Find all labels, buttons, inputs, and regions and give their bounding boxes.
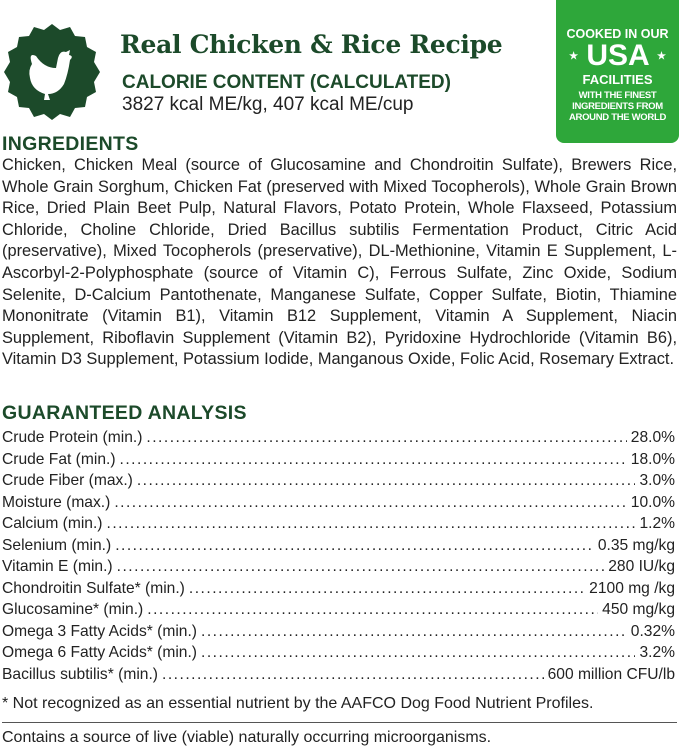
dot-leader [147, 599, 598, 621]
analysis-row: Selenium (min.) 0.35 mg/kg [2, 535, 675, 557]
analysis-label: Chondroitin Sulfate* (min.) [2, 579, 185, 597]
usa-badge: COOKED IN OUR ★ USA ★ FACILITIES WITH TH… [556, 0, 679, 143]
analysis-value: 1.2% [639, 515, 675, 532]
analysis-label: Glucosamine* (min.) [2, 601, 144, 618]
ingredients-heading: INGREDIENTS [2, 133, 139, 155]
dot-leader [137, 470, 636, 492]
star-icon: ★ [656, 51, 666, 63]
analysis-row: Crude Fat (min.) 18.0% [2, 449, 675, 471]
analysis-row: Calcium (min.) 1.2% [2, 513, 675, 535]
dot-leader [114, 492, 626, 514]
dot-leader [162, 664, 544, 686]
analysis-label: Bacillus subtilis* (min.) [2, 665, 158, 683]
star-icon: ★ [569, 51, 579, 63]
calorie-value: 3827 kcal ME/kg, 407 kcal ME/cup [122, 94, 414, 115]
calorie-heading: CALORIE CONTENT (CALCULATED) [122, 72, 451, 93]
ingredients-text: Chicken, Chicken Meal (source of Glucosa… [2, 156, 677, 369]
analysis-value: 450 mg/kg [602, 601, 675, 618]
analysis-heading: GUARANTEED ANALYSIS [2, 402, 247, 424]
dot-leader [201, 621, 627, 643]
analysis-label: Vitamin E (min.) [2, 558, 113, 575]
dot-leader [117, 556, 605, 578]
footnote: * Not recognized as an essential nutrien… [2, 695, 594, 712]
analysis-value: 3.0% [639, 472, 675, 489]
badge-line3: FACILITIES [582, 72, 653, 88]
analysis-value: 0.35 mg/kg [597, 536, 675, 554]
analysis-label: Calcium (min.) [2, 515, 103, 532]
analysis-value: 2100 mg /kg [589, 579, 675, 597]
analysis-label: Omega 6 Fatty Acids* (min.) [2, 644, 197, 661]
live-note: Contains a source of live (viable) natur… [2, 729, 492, 746]
dot-leader [115, 535, 594, 557]
analysis-label: Moisture (max.) [2, 493, 111, 511]
dot-leader [120, 449, 627, 471]
analysis-label: Omega 3 Fatty Acids* (min.) [2, 622, 197, 640]
analysis-value: 28.0% [630, 429, 675, 446]
dot-leader [146, 427, 626, 449]
dot-leader [107, 513, 636, 535]
analysis-value: 280 IU/kg [608, 558, 675, 575]
analysis-row: Crude Protein (min.) 28.0% [2, 427, 675, 449]
dot-leader [189, 578, 585, 600]
recipe-title: Real Chicken & Rice Recipe [120, 30, 503, 59]
analysis-table: Crude Protein (min.) 28.0% Crude Fat (min.… [2, 427, 675, 685]
analysis-row: Omega 6 Fatty Acids* (min.) 3.2% [2, 642, 675, 664]
analysis-value: 3.2% [639, 644, 675, 661]
analysis-row: Chondroitin Sulfate* (min.) 2100 mg /kg [2, 578, 675, 600]
badge-line4: WITH THE FINEST INGREDIENTS FROM AROUND … [568, 90, 667, 124]
analysis-label: Selenium (min.) [2, 536, 112, 554]
analysis-value: 0.32% [630, 622, 675, 640]
analysis-row: Bacillus subtilis* (min.) 600 million CFU… [2, 664, 675, 686]
analysis-row: Omega 3 Fatty Acids* (min.) 0.32% [2, 621, 675, 643]
analysis-row: Glucosamine* (min.) 450 mg/kg [2, 599, 675, 621]
analysis-value: 18.0% [630, 450, 675, 468]
analysis-row: Moisture (max.) 10.0% [2, 492, 675, 514]
badge-line1: COOKED IN OUR [566, 27, 669, 41]
analysis-label: Crude Fiber (max.) [2, 472, 133, 489]
analysis-row: Crude Fiber (max.) 3.0% [2, 470, 675, 492]
analysis-label: Crude Protein (min.) [2, 429, 143, 446]
divider [2, 722, 677, 723]
analysis-label: Crude Fat (min.) [2, 450, 116, 468]
analysis-value: 10.0% [630, 493, 675, 511]
dot-leader [201, 642, 635, 664]
chicken-seal-icon [4, 24, 100, 120]
badge-usa: USA [586, 39, 649, 72]
analysis-value: 600 million CFU/lb [547, 665, 675, 683]
analysis-row: Vitamin E (min.) 280 IU/kg [2, 556, 675, 578]
